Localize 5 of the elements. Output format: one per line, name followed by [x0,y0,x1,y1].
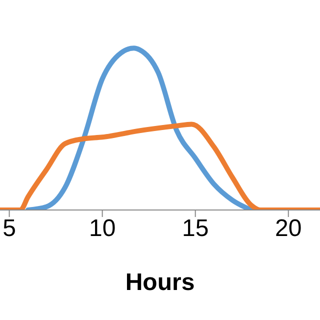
x-tick-label: 10 [88,215,116,242]
x-tick-label: 20 [275,215,302,242]
x-axis-title: Hours [125,269,195,296]
x-tick-label: 5 [2,215,16,242]
x-tick-label: 15 [182,215,209,242]
